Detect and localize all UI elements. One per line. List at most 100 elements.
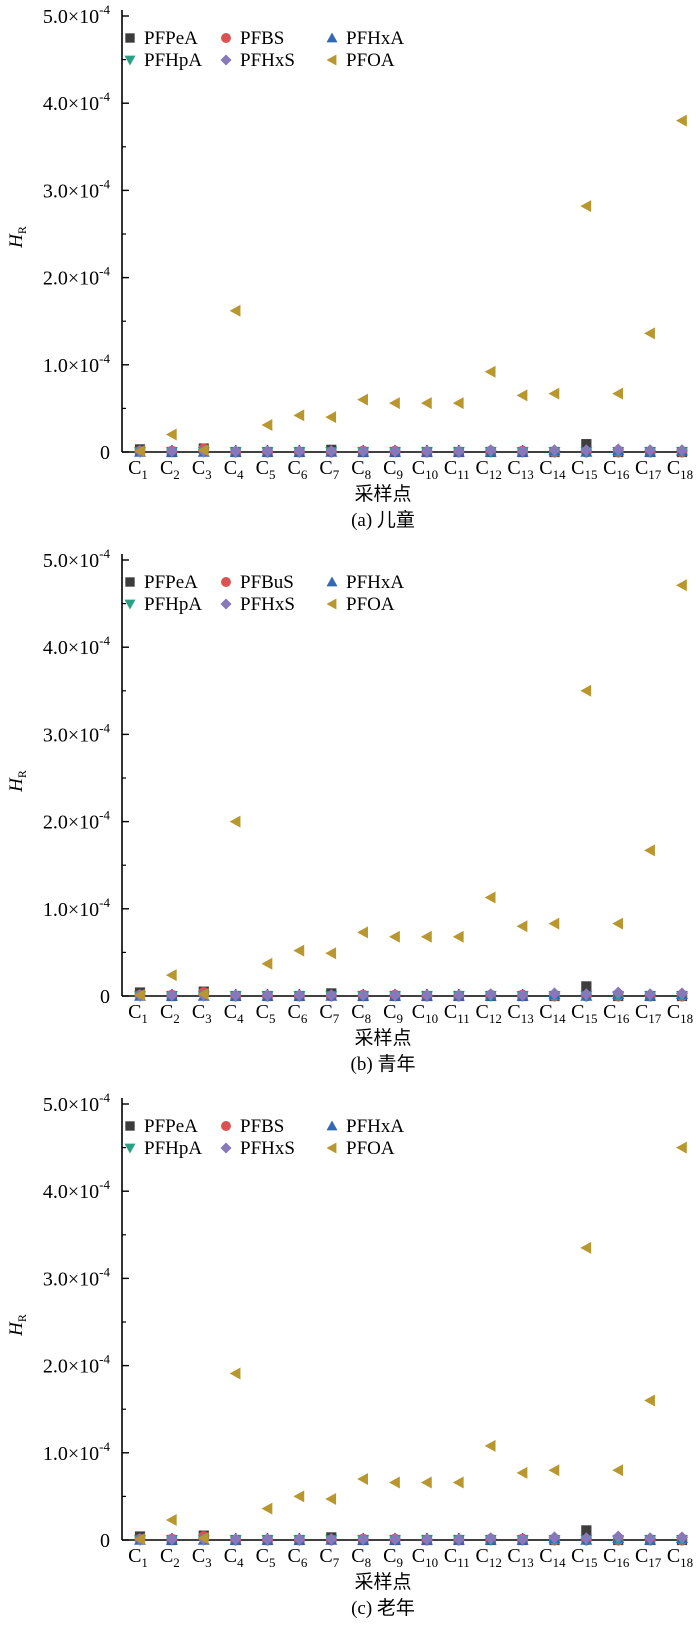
x-tick-label: C17 bbox=[635, 1001, 662, 1026]
x-tick-label: C15 bbox=[571, 1001, 597, 1026]
data-point-pfoa bbox=[452, 930, 464, 943]
y-tick-label: 3.0×10-4 bbox=[43, 720, 111, 746]
x-tick-label: C3 bbox=[192, 1545, 212, 1570]
y-tick-label: 5.0×10-4 bbox=[43, 546, 111, 572]
data-point-pfhxs bbox=[484, 1532, 497, 1545]
y-tick-label: 5.0×10-4 bbox=[43, 2, 111, 28]
legend-marker-pfoa bbox=[326, 1142, 337, 1154]
x-tick-label: C3 bbox=[192, 457, 212, 482]
y-tick-label: 1.0×10-4 bbox=[43, 1439, 111, 1465]
data-point-pfoa bbox=[229, 815, 241, 828]
data-point-pfoa bbox=[548, 917, 560, 930]
x-tick-label: C2 bbox=[160, 1001, 180, 1026]
x-tick-label: C5 bbox=[256, 1001, 276, 1026]
x-tick-label: C12 bbox=[476, 1545, 502, 1570]
chart-a-svg: 0 1.0×10-4 2.0×10-4 3.0×10-4 4.0×10-4 5.0×10-… bbox=[6, 2, 693, 531]
data-point-pfhxs bbox=[612, 1530, 625, 1543]
x-tick-label: C1 bbox=[128, 1545, 148, 1570]
legend-marker-pfpea bbox=[125, 33, 135, 43]
legend-label: PFHpA bbox=[144, 594, 202, 615]
data-point-pfhxs bbox=[452, 1533, 465, 1546]
x-tick-label: C17 bbox=[635, 457, 662, 482]
x-tick-label: C10 bbox=[412, 1545, 438, 1570]
data-point-pfhxs bbox=[644, 444, 657, 457]
data-point-pfhxs bbox=[420, 1533, 433, 1546]
x-tick-label: C16 bbox=[603, 1001, 630, 1026]
data-point-pfoa bbox=[165, 428, 177, 441]
x-tick-label: C4 bbox=[224, 1001, 244, 1026]
data-point-pfoa bbox=[389, 930, 400, 943]
figure-caption: (b) 青年 bbox=[351, 1053, 416, 1075]
data-point-pfoa bbox=[389, 1476, 400, 1489]
y-axis-title: HR bbox=[6, 226, 29, 249]
data-point-pfoa bbox=[676, 114, 687, 127]
legend-marker-pfhxs bbox=[220, 598, 232, 610]
data-point-pfoa bbox=[293, 944, 305, 957]
legend-marker-pfhxs bbox=[220, 54, 232, 66]
x-tick-label: C18 bbox=[667, 1545, 693, 1570]
x-tick-label: C16 bbox=[603, 457, 630, 482]
chart-panel-a: 0 1.0×10-4 2.0×10-4 3.0×10-4 4.0×10-4 5.0×10-… bbox=[0, 0, 696, 544]
data-point-pfhxs bbox=[325, 1533, 338, 1546]
data-point-pfhxs bbox=[165, 989, 178, 1002]
x-tick-label: C13 bbox=[507, 1545, 533, 1570]
figure-caption: (a) 儿童 bbox=[351, 509, 415, 531]
x-tick-label: C9 bbox=[383, 457, 403, 482]
data-point-pfhxs bbox=[580, 444, 593, 457]
data-point-pfoa bbox=[357, 393, 368, 406]
x-tick-label: C18 bbox=[667, 457, 693, 482]
data-point-pfhxs bbox=[229, 445, 242, 458]
data-point-pfoa bbox=[612, 1464, 624, 1477]
legend-marker-pfhpa bbox=[124, 599, 136, 610]
x-tick-label: C11 bbox=[444, 457, 470, 482]
x-tick-label: C13 bbox=[507, 1001, 533, 1026]
x-tick-label: C9 bbox=[383, 1545, 403, 1570]
data-point-pfoa bbox=[357, 1472, 368, 1485]
x-axis-title: 采样点 bbox=[354, 483, 411, 505]
data-point-pfhxs bbox=[548, 987, 561, 1000]
data-point-pfhxs bbox=[452, 445, 465, 458]
legend-label: PFOA bbox=[346, 50, 395, 71]
legend-marker-pfhxa bbox=[326, 32, 338, 43]
x-tick-label: C14 bbox=[539, 1001, 566, 1026]
data-point-pfoa bbox=[580, 200, 592, 213]
y-tick-label: 5.0×10-4 bbox=[43, 1090, 111, 1116]
data-point-pfoa bbox=[484, 1439, 496, 1452]
data-point-pfoa bbox=[612, 387, 624, 400]
legend-marker-pfhxs bbox=[220, 1142, 232, 1154]
legend-marker-pfpea bbox=[125, 1121, 135, 1131]
data-point-pfoa bbox=[452, 1476, 464, 1489]
y-tick-label: 2.0×10-4 bbox=[43, 264, 111, 290]
data-point-pfhxs bbox=[165, 445, 178, 458]
data-point-pfoa bbox=[676, 1141, 687, 1154]
data-point-pfhxs bbox=[676, 1531, 688, 1544]
data-point-pfoa bbox=[165, 1513, 177, 1526]
chart-b-svg: 0 1.0×10-4 2.0×10-4 3.0×10-4 4.0×10-4 5.0×10-… bbox=[6, 546, 693, 1075]
legend-label: PFHxS bbox=[240, 1138, 295, 1159]
data-point-pfoa bbox=[197, 1532, 209, 1545]
data-point-pfhxs bbox=[420, 989, 433, 1002]
y-tick-label: 2.0×10-4 bbox=[43, 1352, 111, 1378]
data-point-pfoa bbox=[261, 957, 273, 970]
x-tick-label: C2 bbox=[160, 457, 180, 482]
legend-marker-pfhpa bbox=[124, 55, 136, 66]
data-point-pfhxs bbox=[548, 1531, 561, 1544]
data-point-pfhxs bbox=[516, 989, 529, 1002]
legend-marker-pfoa bbox=[326, 598, 337, 610]
legend-label: PFOA bbox=[346, 1138, 395, 1159]
data-point-pfoa bbox=[612, 917, 624, 930]
x-tick-label: C10 bbox=[412, 1001, 438, 1026]
data-point-pfhxs bbox=[357, 445, 370, 458]
x-tick-label: C14 bbox=[539, 1545, 566, 1570]
data-point-pfhxs bbox=[261, 989, 274, 1002]
data-point-pfoa bbox=[516, 1466, 528, 1479]
y-tick-label: 0 bbox=[100, 1530, 110, 1552]
legend-label: PFHpA bbox=[144, 50, 202, 71]
y-axis-title: HR bbox=[6, 1314, 29, 1337]
data-point-pfhxs bbox=[548, 444, 561, 457]
data-point-pfoa bbox=[134, 445, 145, 458]
data-point-pfoa bbox=[580, 684, 592, 697]
legend-label: PFPeA bbox=[144, 572, 198, 593]
x-tick-label: C4 bbox=[224, 457, 244, 482]
x-tick-label: C4 bbox=[224, 1545, 244, 1570]
